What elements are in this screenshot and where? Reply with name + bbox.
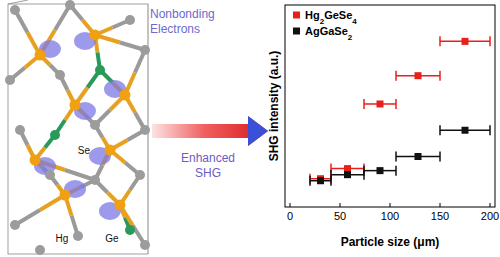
point: [462, 38, 469, 45]
series: [310, 36, 490, 183]
error-bar: [310, 176, 331, 186]
crystal-structure: [5, 0, 150, 255]
ge-atom: [50, 130, 60, 140]
se-atom: [120, 90, 131, 101]
hg-atom: [125, 15, 135, 25]
error-cap: [363, 166, 365, 176]
point: [462, 127, 469, 134]
se-atom: [90, 30, 101, 41]
hg-atom: [140, 45, 150, 55]
annotation: NonbondingElectrons: [150, 7, 215, 36]
se-atom: [105, 145, 116, 156]
x-tick-label: 50: [334, 210, 346, 222]
se-atom: [30, 155, 41, 166]
series: [310, 125, 490, 186]
x-tick: [390, 203, 391, 207]
error-cap: [363, 99, 365, 109]
legend-marker: [293, 12, 300, 19]
error-bar: [440, 36, 490, 46]
point: [377, 100, 384, 107]
error-cap: [330, 170, 332, 180]
hg-atom: [73, 231, 83, 241]
x-tick: [440, 203, 441, 207]
x-tick: [340, 203, 341, 207]
error-bar: [364, 99, 396, 109]
error-cap: [489, 125, 491, 135]
error-bar: [396, 152, 440, 162]
hg-atom: [140, 240, 150, 250]
hg-atom: [10, 220, 20, 230]
hg-atom: [35, 245, 45, 255]
error-cap: [395, 71, 397, 81]
point: [344, 165, 351, 172]
x-tick-label: 100: [381, 210, 399, 222]
error-cap: [395, 166, 397, 176]
atom-label: Hg: [56, 233, 69, 244]
ge-atom: [95, 65, 105, 75]
arrow-label: EnhancedSHG: [181, 151, 235, 180]
error-cap: [309, 176, 311, 186]
error-bar: [396, 71, 440, 81]
error-cap: [439, 36, 441, 46]
x-tick: [290, 203, 291, 207]
point: [415, 153, 422, 160]
point: [415, 72, 422, 79]
hg-atom: [5, 75, 15, 85]
error-cap: [489, 36, 491, 46]
arrow: [152, 116, 268, 146]
atom-label: Ge: [105, 233, 119, 244]
legend-label: Hg2GeSe4: [305, 9, 357, 26]
hg-atom: [55, 70, 65, 80]
hg-atom: [90, 120, 100, 130]
se-atom: [70, 100, 81, 111]
hg-atom: [10, 5, 20, 15]
x-axis-label: Particle size (μm): [341, 235, 440, 249]
hg-atom: [45, 170, 55, 180]
x-tick-label: 200: [481, 210, 499, 222]
point: [377, 167, 384, 174]
arrow-head: [248, 116, 268, 146]
unit-cell-edge: [8, 0, 28, 4]
error-cap: [439, 125, 441, 135]
error-cap: [395, 99, 397, 109]
error-cap: [395, 152, 397, 162]
hg-atom: [65, 0, 75, 10]
hg-atom: [90, 175, 100, 185]
point: [344, 171, 351, 178]
atom-label: Se: [78, 145, 91, 156]
ge-atom: [125, 225, 135, 235]
unit-cell: [8, 4, 148, 254]
se-atom: [60, 190, 71, 201]
x-tick: [490, 203, 491, 207]
figure: Se Hg Ge NonbondingElectrons EnhancedSHG 0 50 1…: [0, 0, 500, 257]
se-atom: [35, 50, 46, 61]
error-cap: [439, 152, 441, 162]
error-bar: [440, 125, 490, 135]
point: [317, 177, 324, 184]
plot-frame: [285, 5, 495, 207]
x-tick-label: 150: [431, 210, 449, 222]
x-tick-label: 0: [287, 210, 293, 222]
se-atom: [115, 200, 126, 211]
error-bar: [310, 174, 331, 184]
error-bar: [364, 166, 396, 176]
y-axis-label: SHG intensity (a.u.): [267, 51, 281, 162]
hg-atom: [140, 125, 150, 135]
legend-marker: [293, 28, 300, 35]
plot-area: [310, 36, 490, 185]
error-bar: [331, 170, 364, 180]
legend-label: AgGaSe2: [305, 25, 353, 42]
legend: Hg2GeSe4AgGaSe2: [293, 9, 357, 42]
hg-atom: [15, 125, 25, 135]
hg-atom: [135, 170, 145, 180]
error-cap: [439, 71, 441, 81]
